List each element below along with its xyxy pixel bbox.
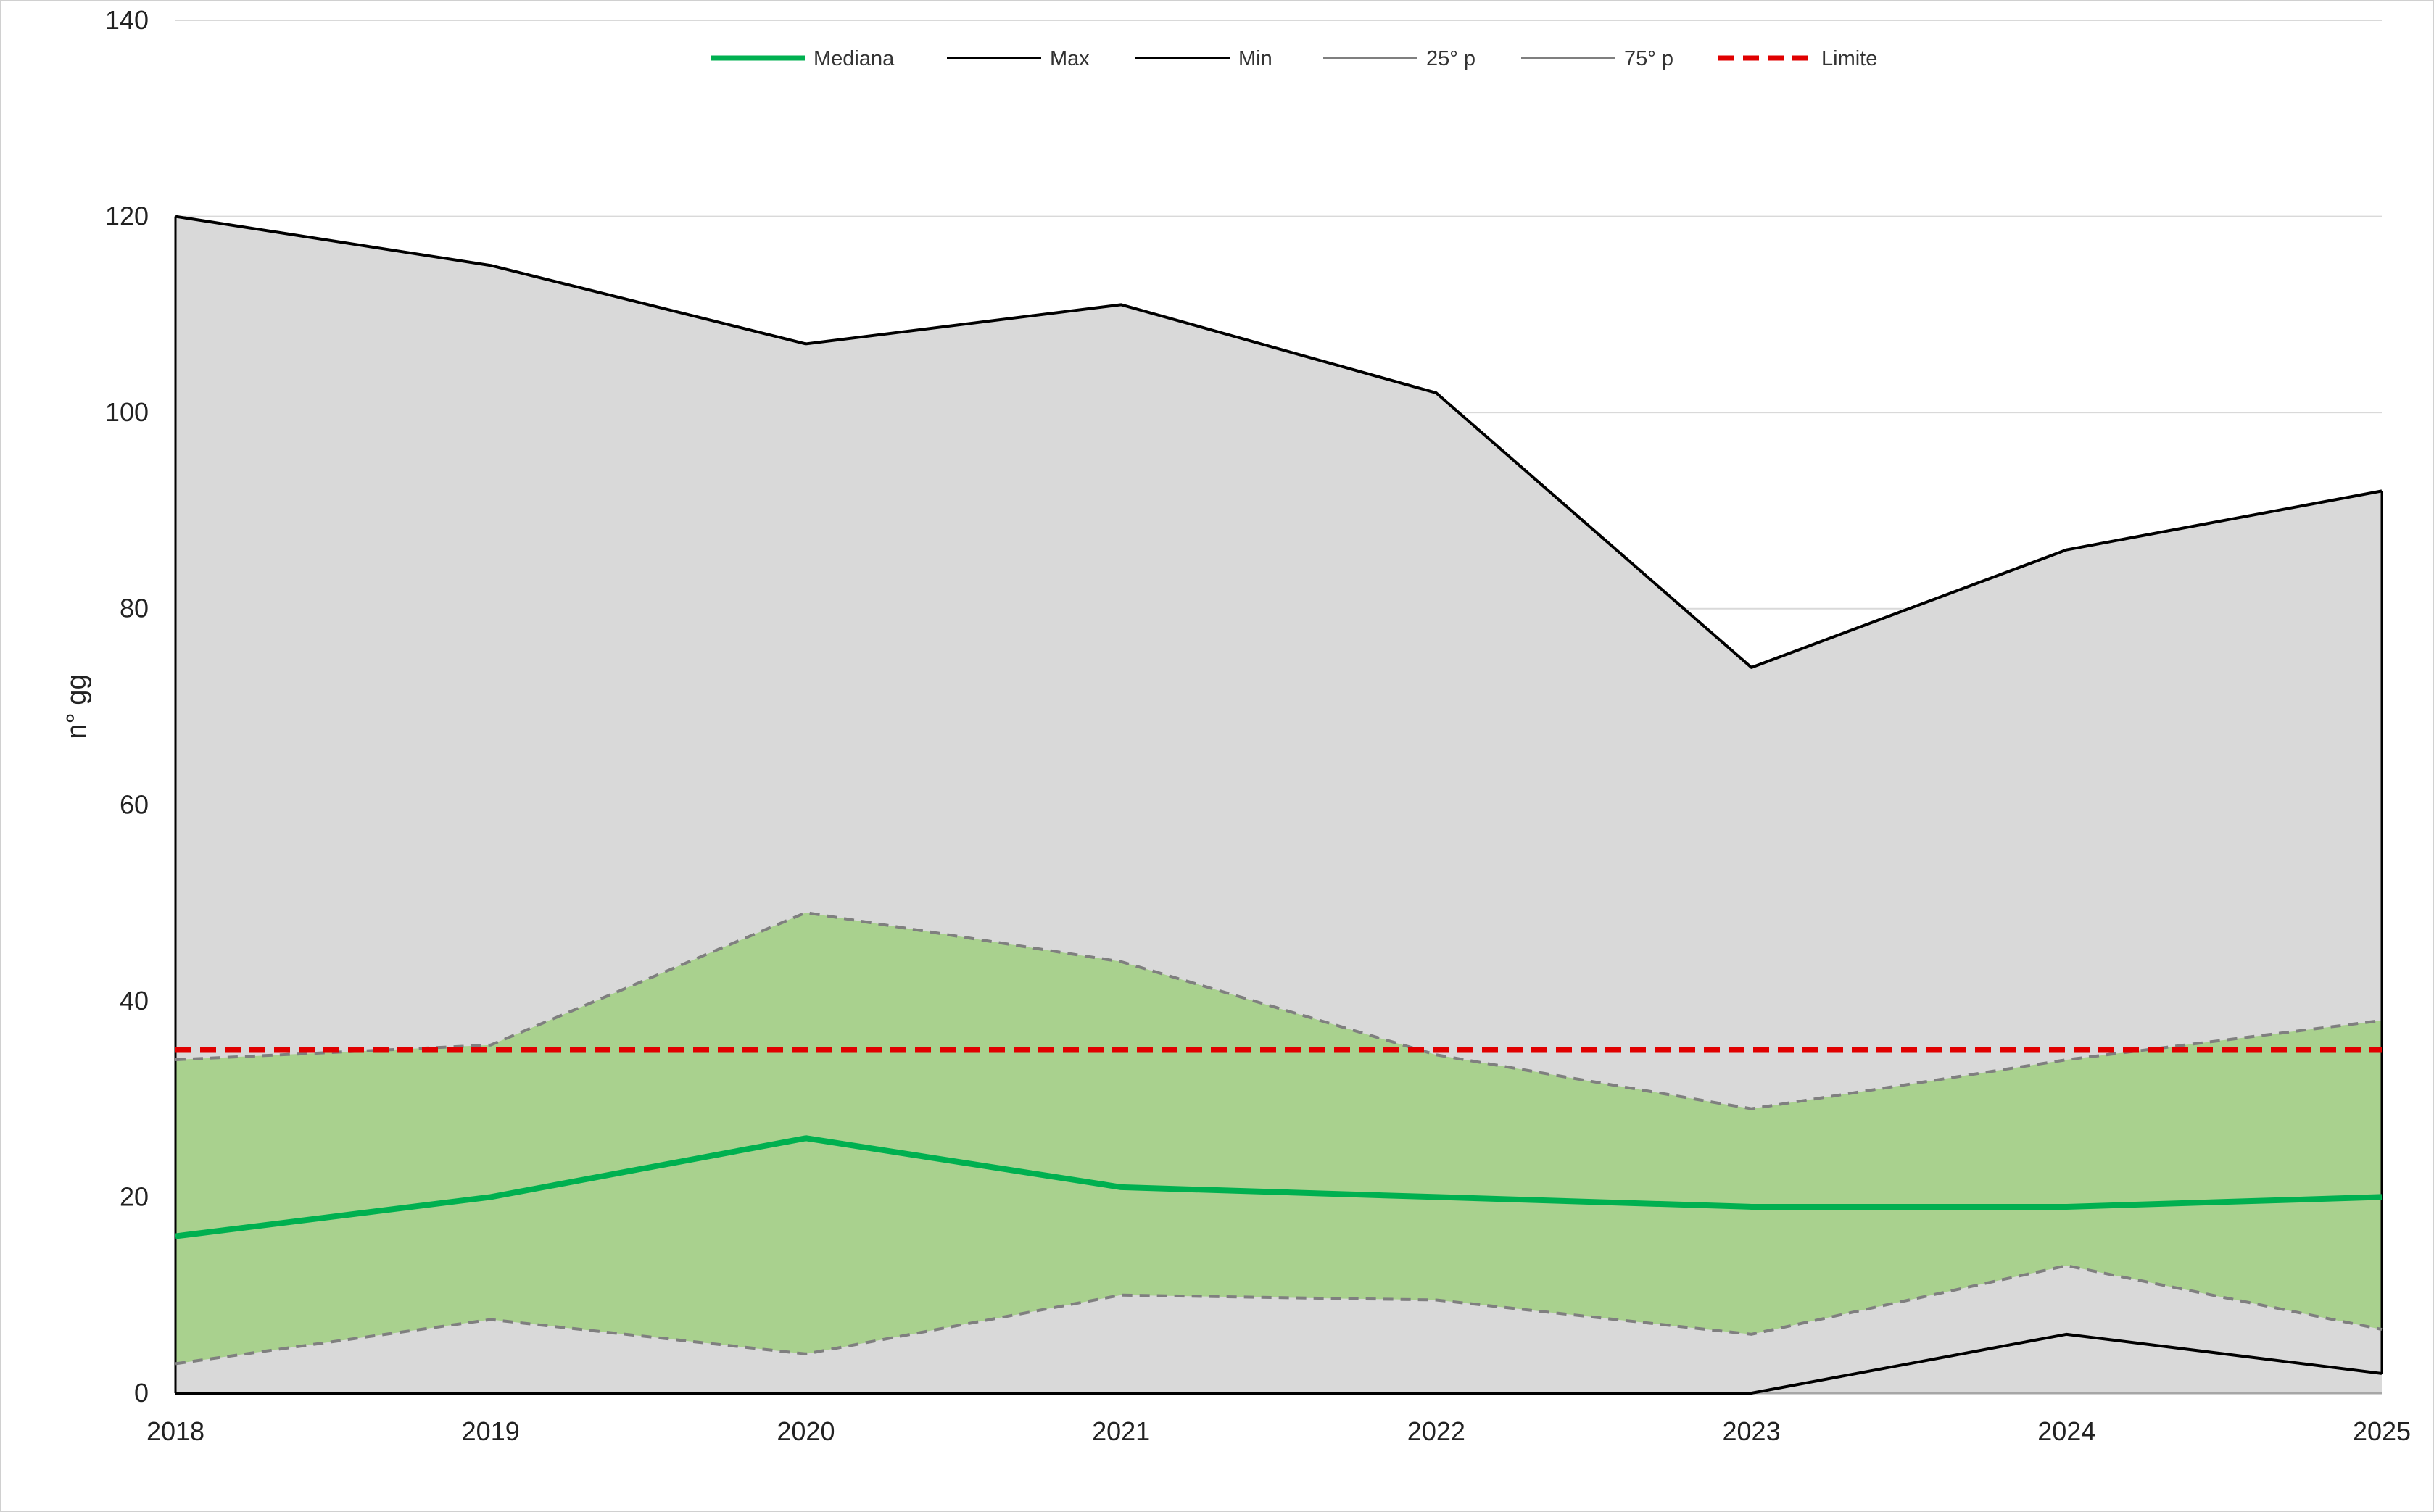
legend: Mediana Max Min 25° p 75° p Limite (711, 47, 1877, 70)
legend-label: Min (1238, 47, 1272, 70)
y-axis-title: n° gg (62, 674, 92, 739)
x-tick-label: 2019 (462, 1416, 520, 1446)
y-tick-label: 140 (105, 5, 149, 35)
interquartile-area-fill (175, 913, 2382, 1364)
series-line-min (175, 1332, 2383, 1395)
x-tick-label: 2023 (1723, 1416, 1781, 1446)
series-lines (175, 215, 2383, 1395)
x-tick-label: 2025 (2353, 1416, 2411, 1446)
x-tick-label: 2024 (2037, 1416, 2095, 1446)
x-tick-label: 2021 (1092, 1416, 1150, 1446)
legend-label: Max (1050, 47, 1090, 70)
x-tick-label: 2022 (1407, 1416, 1465, 1446)
series-line-max (175, 215, 2383, 669)
legend-item-limite: Limite (1718, 47, 1877, 70)
x-tick-label: 2018 (146, 1416, 204, 1446)
series-line-75-p (175, 911, 2383, 1110)
legend-label: 25° p (1426, 47, 1475, 70)
legend-item-max: Max (947, 47, 1090, 70)
area-fills (174, 216, 2383, 1395)
legend-item-75-p: 75° p (1521, 47, 1673, 70)
y-tick-label: 40 (120, 986, 149, 1015)
series-line-25-p (175, 1264, 2383, 1366)
legend-item-mediana: Mediana (711, 47, 895, 70)
y-tick-label: 100 (105, 397, 149, 427)
x-axis-tick-labels: 2018 2019 2020 2021 2022 2023 2024 2025 (146, 1416, 2411, 1446)
legend-item-25-p: 25° p (1323, 47, 1475, 70)
y-tick-label: 0 (134, 1378, 149, 1408)
legend-label: Limite (1821, 47, 1877, 70)
legend-item-min: Min (1135, 47, 1272, 70)
legend-label: 75° p (1624, 47, 1673, 70)
y-axis-tick-labels: 0 20 40 60 80 100 120 140 (105, 5, 149, 1408)
y-tick-label: 20 (120, 1181, 149, 1211)
y-tick-label: 60 (120, 789, 149, 819)
x-tick-label: 2020 (777, 1416, 835, 1446)
y-tick-label: 120 (105, 202, 149, 231)
y-tick-label: 80 (120, 594, 149, 623)
legend-label: Mediana (814, 47, 895, 70)
series-line-mediana (175, 1135, 2383, 1239)
